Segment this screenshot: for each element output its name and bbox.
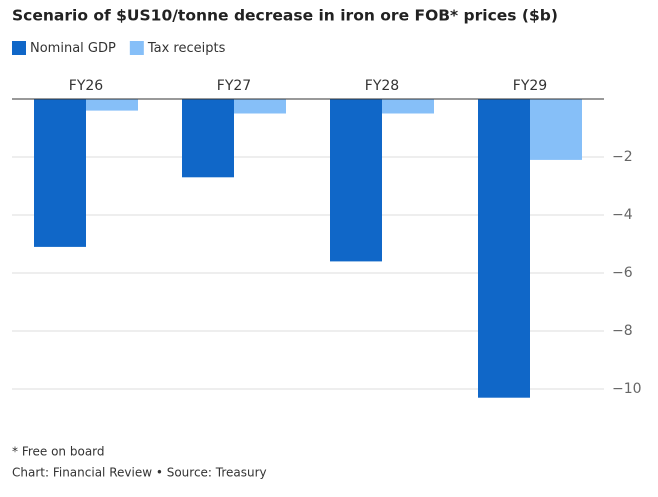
- bar: [330, 99, 382, 262]
- y-tick-label: −2: [612, 149, 633, 165]
- y-tick-label: −10: [612, 381, 642, 397]
- y-tick-label: −4: [612, 207, 633, 223]
- bar: [34, 99, 86, 247]
- bar: [182, 99, 234, 178]
- x-tick-label: FY29: [513, 78, 547, 94]
- bar: [382, 99, 434, 114]
- legend-label: Nominal GDP: [30, 41, 116, 56]
- y-tick-label: −6: [612, 265, 633, 281]
- x-tick-label: FY28: [365, 78, 399, 94]
- legend-label: Tax receipts: [147, 41, 226, 56]
- legend-swatch: [129, 41, 144, 55]
- x-tick-label: FY26: [69, 78, 104, 94]
- x-tick-label: FY27: [217, 78, 251, 94]
- footnote: * Free on board: [12, 445, 105, 459]
- bar: [234, 99, 286, 114]
- bar: [86, 99, 138, 111]
- bar: [478, 99, 530, 398]
- legend-swatch: [12, 41, 26, 55]
- chart-title: Scenario of $US10/tonne decrease in iron…: [12, 7, 558, 25]
- source: Chart: Financial Review • Source: Treasu…: [12, 466, 267, 480]
- bar: [530, 99, 582, 160]
- y-tick-label: −8: [612, 323, 633, 339]
